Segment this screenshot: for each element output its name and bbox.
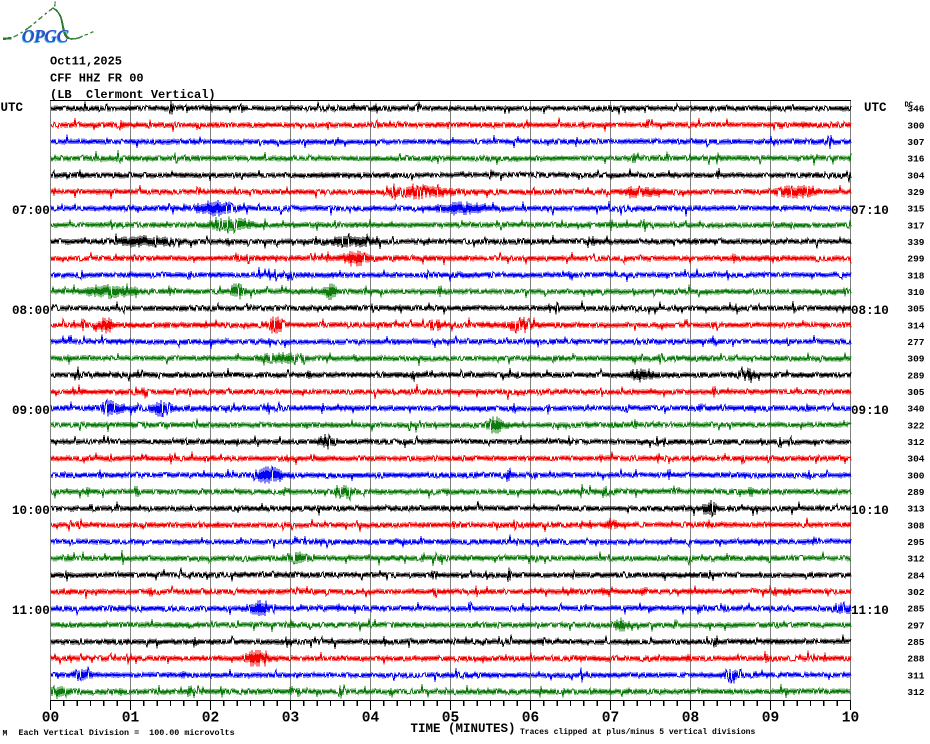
svg-text:322: 322 — [907, 420, 924, 431]
svg-text:10:00: 10:00 — [12, 504, 50, 518]
svg-text:316: 316 — [907, 154, 924, 165]
svg-text:304: 304 — [907, 454, 924, 465]
svg-text:313: 313 — [907, 504, 924, 515]
svg-text:277: 277 — [907, 337, 924, 348]
svg-text:09: 09 — [762, 711, 779, 727]
svg-text:312: 312 — [907, 554, 924, 565]
svg-text:DC: DC — [905, 102, 913, 110]
svg-text:11:10: 11:10 — [851, 604, 889, 618]
svg-text:06: 06 — [522, 711, 539, 727]
svg-text:08:10: 08:10 — [851, 304, 889, 318]
svg-text:08:00: 08:00 — [12, 304, 50, 318]
svg-text:318: 318 — [907, 270, 924, 281]
svg-text:00: 00 — [42, 711, 59, 727]
svg-text:307: 307 — [907, 137, 924, 148]
svg-text:Traces clipped at plus/minus 5: Traces clipped at plus/minus 5 vertical … — [520, 728, 755, 737]
svg-text:289: 289 — [907, 370, 924, 381]
svg-text:OPGC: OPGC — [22, 26, 69, 46]
svg-text:04: 04 — [362, 711, 380, 727]
svg-text:05: 05 — [442, 711, 459, 727]
svg-text:11:00: 11:00 — [12, 604, 50, 618]
svg-text:09:10: 09:10 — [851, 404, 889, 418]
svg-text:317: 317 — [907, 220, 924, 231]
svg-text:10: 10 — [842, 711, 859, 727]
svg-text:308: 308 — [907, 520, 924, 531]
svg-text:Each Vertical Division = 100.: Each Vertical Division = 100.00 microvol… — [19, 728, 235, 738]
svg-text:339: 339 — [907, 237, 924, 248]
svg-text:M: M — [3, 730, 8, 739]
svg-text:Oct11,2025: Oct11,2025 — [50, 55, 122, 69]
svg-text:289: 289 — [907, 487, 924, 498]
svg-text:304: 304 — [907, 170, 924, 181]
svg-text:346: 346 — [907, 104, 924, 115]
svg-text:TIME (MINUTES): TIME (MINUTES) — [410, 722, 515, 736]
svg-text:CFF HHZ FR 00: CFF HHZ FR 00 — [50, 72, 144, 86]
svg-text:10:10: 10:10 — [851, 504, 889, 518]
svg-text:340: 340 — [907, 404, 924, 415]
svg-text:07: 07 — [602, 711, 619, 727]
svg-text:288: 288 — [907, 654, 924, 665]
svg-text:07:00: 07:00 — [12, 204, 50, 218]
svg-text:03: 03 — [282, 711, 299, 727]
svg-text:01: 01 — [122, 711, 140, 727]
svg-text:302: 302 — [907, 587, 924, 598]
svg-text:309: 309 — [907, 354, 924, 365]
svg-text:312: 312 — [907, 437, 924, 448]
svg-text:(LB Clermont Vertical): (LB Clermont Vertical) — [50, 88, 216, 102]
svg-text:305: 305 — [907, 304, 924, 315]
svg-text:299: 299 — [907, 254, 924, 265]
svg-text:295: 295 — [907, 537, 924, 548]
svg-text:OPGC: OPGC — [21, 27, 68, 47]
svg-text:329: 329 — [907, 187, 924, 198]
svg-text:07:10: 07:10 — [851, 204, 889, 218]
svg-text:300: 300 — [907, 470, 924, 481]
svg-text:314: 314 — [907, 320, 924, 331]
svg-text:300: 300 — [907, 120, 924, 131]
svg-text:285: 285 — [907, 637, 924, 648]
svg-text:297: 297 — [907, 620, 924, 631]
svg-text:UTC: UTC — [1, 101, 24, 115]
svg-text:305: 305 — [907, 387, 924, 398]
svg-text:284: 284 — [907, 570, 924, 581]
svg-text:UTC: UTC — [864, 101, 887, 115]
svg-text:310: 310 — [907, 287, 924, 298]
svg-text:285: 285 — [907, 604, 924, 615]
svg-text:315: 315 — [907, 204, 924, 215]
svg-text:312: 312 — [907, 687, 924, 698]
svg-text:09:00: 09:00 — [12, 404, 50, 418]
svg-text:08: 08 — [682, 711, 699, 727]
svg-text:311: 311 — [907, 670, 924, 681]
svg-text:02: 02 — [202, 711, 219, 727]
